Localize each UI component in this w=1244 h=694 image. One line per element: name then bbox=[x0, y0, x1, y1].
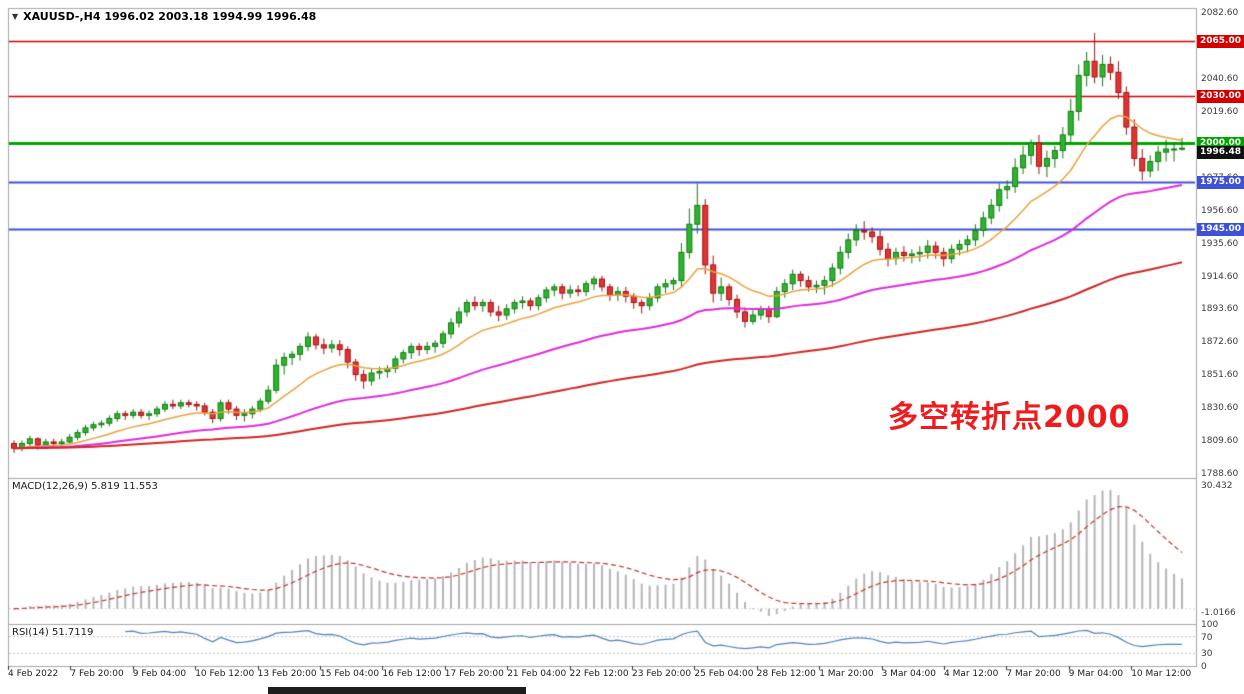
time-axis-label: 10 Feb 12:00 bbox=[195, 669, 255, 679]
rsi-axis-label: 70 bbox=[1201, 632, 1213, 643]
price-axis-label: 1809.60 bbox=[1201, 436, 1239, 447]
time-axis-label: 9 Mar 04:00 bbox=[1068, 669, 1124, 679]
price-axis-label: 1851.60 bbox=[1201, 370, 1239, 381]
time-axis-label: 7 Mar 20:00 bbox=[1006, 669, 1061, 679]
rsi-label: RSI(14) 51.7119 bbox=[12, 627, 94, 638]
time-axis-label: 21 Feb 04:00 bbox=[507, 669, 567, 679]
time-axis-label: 15 Feb 04:00 bbox=[320, 669, 380, 679]
price-axis-label: 2019.60 bbox=[1201, 107, 1239, 118]
time-axis-label: 9 Feb 04:00 bbox=[132, 669, 187, 679]
rsi-panel[interactable] bbox=[8, 624, 1196, 666]
price-axis-label: 1788.60 bbox=[1201, 468, 1239, 479]
time-axis-label: 4 Feb 2022 bbox=[8, 669, 59, 679]
time-axis-label: 22 Feb 12:00 bbox=[569, 669, 629, 679]
macd-label: MACD(12,26,9) 5.819 11.553 bbox=[12, 481, 158, 492]
price-axis-label: 1830.60 bbox=[1201, 403, 1239, 414]
symbol-marker-icon: ▼ bbox=[12, 12, 19, 21]
macd-axis-max-label: 30.432 bbox=[1201, 481, 1233, 491]
current-price-tag: 1996.48 bbox=[1197, 146, 1244, 160]
bottom-bar-fragment bbox=[268, 687, 526, 694]
time-axis-label: 17 Feb 20:00 bbox=[444, 669, 504, 679]
time-axis-label: 1 Mar 20:00 bbox=[819, 669, 874, 679]
price-axis-label: 2040.60 bbox=[1201, 74, 1239, 85]
chart-header: ▼ XAUUSD-,H4 1996.02 2003.18 1994.99 199… bbox=[12, 10, 316, 23]
price-axis-label: 1914.60 bbox=[1201, 271, 1239, 282]
time-axis-label: 13 Feb 20:00 bbox=[257, 669, 317, 679]
time-axis-label: 28 Feb 12:00 bbox=[756, 669, 816, 679]
level-price-tag: 1975.00 bbox=[1197, 175, 1244, 189]
time-axis-label: 10 Mar 12:00 bbox=[1131, 669, 1192, 679]
level-price-tag: 1945.00 bbox=[1197, 222, 1244, 236]
price-axis-label: 1935.60 bbox=[1201, 238, 1239, 249]
macd-panel[interactable] bbox=[8, 478, 1196, 624]
macd-axis-min-label: -1.0166 bbox=[1201, 608, 1236, 618]
time-axis-label: 16 Feb 12:00 bbox=[382, 669, 442, 679]
time-axis-label: 23 Feb 20:00 bbox=[632, 669, 692, 679]
price-axis-label: 1872.60 bbox=[1201, 337, 1239, 348]
rsi-axis-label: 100 bbox=[1201, 620, 1219, 630]
time-axis-label: 4 Mar 12:00 bbox=[944, 669, 999, 679]
symbol-ohlc-text: XAUUSD-,H4 1996.02 2003.18 1994.99 1996.… bbox=[23, 10, 317, 23]
price-axis-label: 1893.60 bbox=[1201, 304, 1239, 315]
level-price-tag: 2065.00 bbox=[1197, 34, 1244, 48]
price-axis-label: 2082.60 bbox=[1201, 8, 1239, 19]
level-price-tag: 2030.00 bbox=[1197, 89, 1244, 103]
rsi-axis-label: 0 bbox=[1201, 662, 1207, 672]
chart-annotation-text: 多空转折点2000 bbox=[888, 400, 1131, 435]
price-axis-label: 1956.60 bbox=[1201, 205, 1239, 216]
time-axis-label: 3 Mar 04:00 bbox=[881, 669, 936, 679]
rsi-axis-label: 30 bbox=[1201, 649, 1213, 660]
time-axis-label: 7 Feb 20:00 bbox=[70, 669, 124, 679]
time-axis-label: 25 Feb 04:00 bbox=[694, 669, 754, 679]
